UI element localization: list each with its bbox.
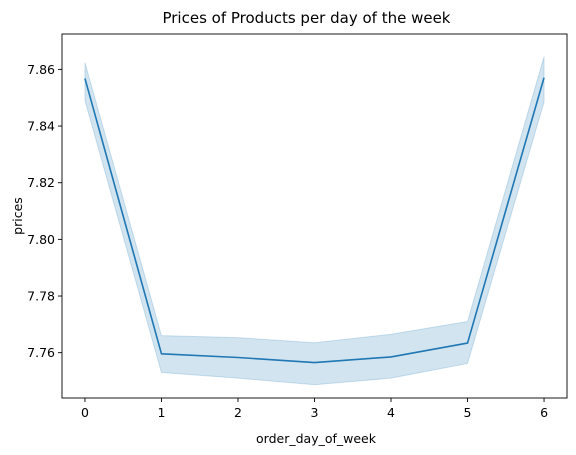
y-tick-label: 7.86 (27, 62, 55, 77)
confidence-band (84, 56, 545, 386)
series-line (84, 77, 545, 364)
y-tick-label: 7.84 (27, 119, 55, 134)
plot-area (84, 56, 545, 386)
y-tick-label: 7.78 (27, 289, 55, 304)
data-point (390, 356, 392, 358)
x-tick-label: 6 (540, 405, 548, 420)
x-tick-label: 3 (311, 405, 319, 420)
data-point (84, 78, 86, 80)
y-axis-label: prices (10, 197, 25, 235)
y-axis: 7.76 7.78 7.80 7.82 7.84 7.86 (27, 62, 62, 360)
data-point (237, 357, 239, 359)
x-tick-label: 0 (81, 405, 89, 420)
data-point (314, 362, 316, 364)
x-tick-label: 4 (387, 405, 395, 420)
y-tick-label: 7.82 (27, 175, 55, 190)
x-tick-label: 5 (464, 405, 472, 420)
plot-frame (61, 33, 568, 399)
y-tick-label: 7.80 (27, 232, 55, 247)
chart-title: Prices of Products per day of the week (162, 9, 450, 27)
data-point (161, 353, 163, 355)
x-axis: 0 1 2 3 4 5 6 (81, 398, 548, 420)
x-tick-label: 1 (157, 405, 165, 420)
data-point (467, 342, 469, 344)
y-tick-label: 7.76 (27, 345, 55, 360)
x-tick-label: 2 (234, 405, 242, 420)
x-axis-label: order_day_of_week (256, 431, 377, 446)
data-point (543, 77, 545, 79)
